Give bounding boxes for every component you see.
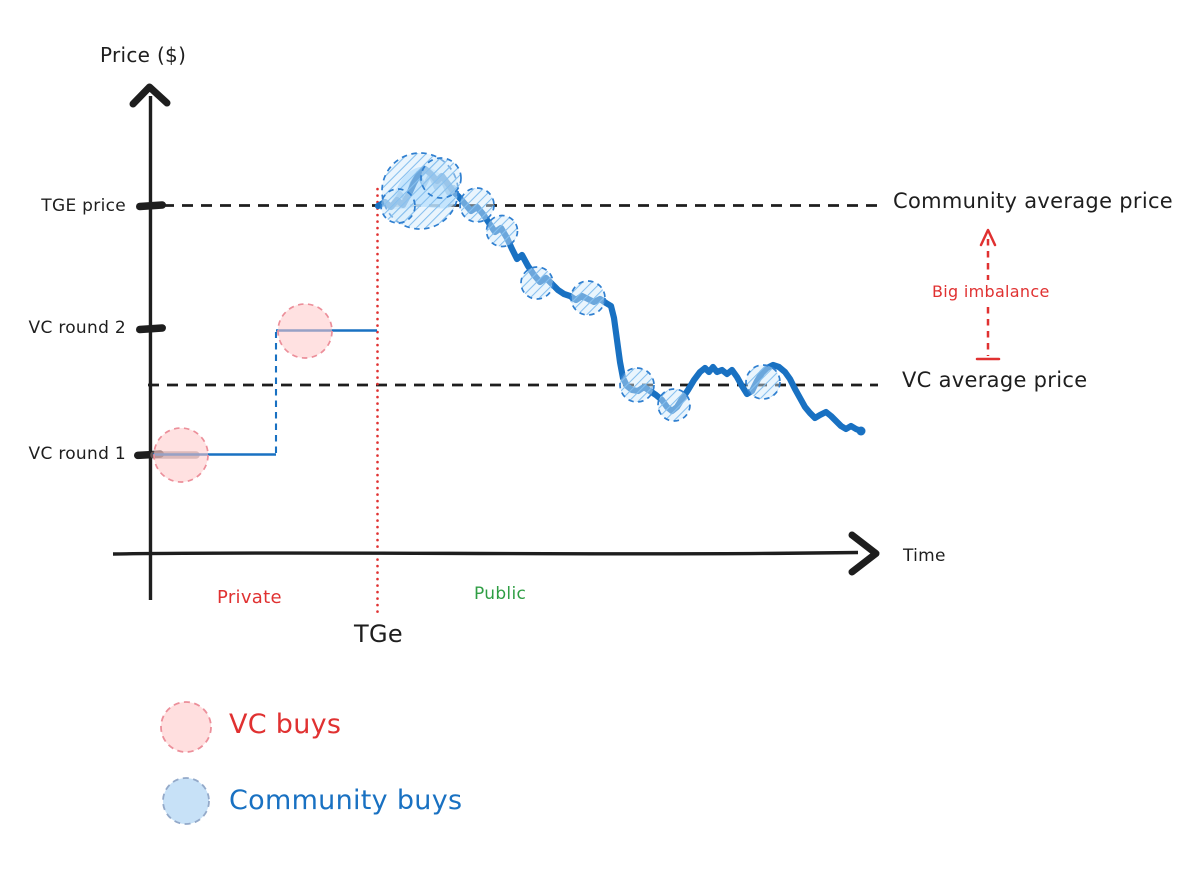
- imbalance-arrowhead: [979, 228, 997, 247]
- community-buy-circle: [485, 214, 519, 248]
- community-buy-circle: [745, 364, 781, 400]
- community-buy-circle: [459, 187, 495, 223]
- vc-buy-circle-round2: [277, 303, 333, 359]
- vc-average-price-label: VC average price: [902, 368, 1088, 392]
- phase-label-private: Private: [217, 587, 282, 608]
- y-axis-arrowhead: [129, 83, 171, 108]
- phase-label-public: Public: [474, 584, 527, 604]
- community-buy-circle: [570, 280, 606, 316]
- tick-tge-price: [136, 201, 166, 211]
- legend-vc-buys-label: VC buys: [229, 709, 342, 740]
- community-buy-circles: [380, 152, 781, 422]
- x-axis-title: Time: [903, 546, 946, 566]
- legend-community-buys-label: Community buys: [229, 785, 463, 816]
- vc-buy-circle-round1: [153, 427, 209, 483]
- y-tick-label-tge-price: TGE price: [41, 196, 126, 216]
- community-average-price-label: Community average price: [893, 189, 1174, 213]
- x-axis-arrowhead: [848, 531, 880, 576]
- community-buy-circle: [520, 266, 554, 300]
- x-axis: [112, 531, 880, 576]
- community-buy-circle: [619, 367, 655, 403]
- imbalance-arrow: [975, 228, 1001, 361]
- legend-vc-buys-marker: [160, 701, 212, 753]
- community-buy-circle: [420, 157, 462, 199]
- y-tick-label-vc-round-1: VC round 1: [28, 444, 126, 464]
- community-buy-circle: [380, 188, 416, 224]
- y-tick-label-vc-round-2: VC round 2: [28, 318, 126, 338]
- y-axis: [129, 83, 171, 601]
- big-imbalance-label: Big imbalance: [932, 282, 1050, 301]
- price-curve-end-dot: [856, 426, 866, 436]
- tick-vc-round-2: [136, 324, 166, 334]
- legend-community-buys-marker: [162, 777, 210, 825]
- community-buy-circle: [657, 388, 691, 422]
- tge-event-label: TGe: [354, 620, 403, 648]
- y-axis-title: Price ($): [100, 43, 187, 67]
